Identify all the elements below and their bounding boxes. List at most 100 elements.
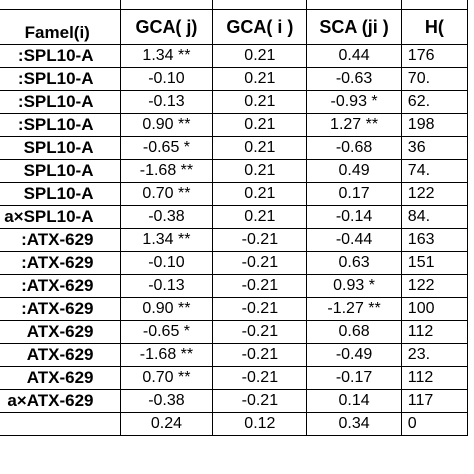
header-top-name-cell <box>0 0 121 10</box>
cell-sca: -0.63 <box>306 67 402 91</box>
header-top-h-cell <box>400 0 469 10</box>
cell-sca: 0.63 <box>306 251 402 275</box>
row-name-cell: :SPL10-A <box>0 90 121 114</box>
cell-h: 117 <box>400 389 469 413</box>
cell-sca: 0.93 * <box>306 274 402 298</box>
row-name: :ATX-629 <box>21 253 94 272</box>
header-top-row <box>0 0 469 10</box>
cell-gca-j: -0.10 <box>119 251 214 275</box>
cell-gca-i: 0.21 <box>212 159 308 183</box>
row-name: :SPL10-A <box>17 46 94 65</box>
cell-sca: -0.49 <box>306 343 402 367</box>
footer-cell-h: 0 <box>400 412 469 436</box>
table-row: :SPL10-A -0.13 0.21 -0.93 * 62. <box>0 90 469 114</box>
cell-sca: -0.17 <box>306 366 402 390</box>
row-name: :SPL10-A <box>17 92 94 111</box>
table-row: :ATX-629 1.34 ** -0.21 -0.44 163 <box>0 228 469 252</box>
cell-h: 151 <box>400 251 469 275</box>
cell-sca: 0.17 <box>306 182 402 206</box>
cell-h: 74. <box>400 159 469 183</box>
row-name: ATX-629 <box>26 322 94 341</box>
cell-sca: 0.68 <box>306 320 402 344</box>
row-name-cell: ATX-629 <box>0 343 121 367</box>
cell-gca-i: 0.21 <box>212 136 308 160</box>
row-name: SPL10-A <box>23 161 94 180</box>
table-row: SPL10-A -1.68 ** 0.21 0.49 74. <box>0 159 469 183</box>
row-name-cell: SPL10-A <box>0 182 121 206</box>
cell-sca: -0.68 <box>306 136 402 160</box>
row-name-cell: ATX-629 <box>0 320 121 344</box>
cell-gca-i: -0.21 <box>212 343 308 367</box>
row-name-cell: a×SPL10-A <box>0 205 121 229</box>
row-name-cell: :SPL10-A <box>0 44 121 68</box>
cell-gca-j: 1.34 ** <box>119 44 214 68</box>
cell-sca: -0.14 <box>306 205 402 229</box>
cell-h: 36 <box>400 136 469 160</box>
cell-h: 100 <box>400 297 469 321</box>
row-name: ATX-629 <box>26 368 94 387</box>
cell-gca-j: -0.38 <box>119 205 214 229</box>
combining-ability-table: Famel(i) GCA( j) GCA( i ) SCA (ji ) H( :… <box>0 0 469 436</box>
cell-h: 163 <box>400 228 469 252</box>
cell-gca-i: -0.21 <box>212 320 308 344</box>
cell-gca-i: 0.21 <box>212 67 308 91</box>
header-top-sca-cell <box>306 0 402 10</box>
cell-h: 176 <box>400 44 469 68</box>
footer-row: 0.24 0.12 0.34 0 <box>0 412 469 436</box>
cell-gca-j: 1.34 ** <box>119 228 214 252</box>
table-row: ATX-629 0.70 ** -0.21 -0.17 112 <box>0 366 469 390</box>
table-row: a×ATX-629 -0.38 -0.21 0.14 117 <box>0 389 469 413</box>
header-h: H( <box>400 9 469 45</box>
cell-gca-j: -0.65 * <box>119 320 214 344</box>
cell-gca-i: -0.21 <box>212 228 308 252</box>
row-name-cell: :SPL10-A <box>0 113 121 137</box>
cell-sca: 1.27 ** <box>306 113 402 137</box>
row-name-cell: :ATX-629 <box>0 251 121 275</box>
cell-h: 70. <box>400 67 469 91</box>
header-top-gca-j-cell <box>119 0 214 10</box>
cell-gca-i: 0.21 <box>212 44 308 68</box>
cell-gca-j: 0.90 ** <box>119 113 214 137</box>
cell-gca-j: -0.10 <box>119 67 214 91</box>
cell-gca-i: -0.21 <box>212 366 308 390</box>
header-sca: SCA (ji ) <box>306 9 402 45</box>
row-name: SPL10-A <box>23 138 94 157</box>
table-row: SPL10-A -0.65 * 0.21 -0.68 36 <box>0 136 469 160</box>
table-body: :SPL10-A 1.34 ** 0.21 0.44 176:SPL10-A -0.10 0… <box>0 44 469 436</box>
cell-gca-i: -0.21 <box>212 297 308 321</box>
row-name: a×SPL10-A <box>4 207 94 226</box>
cell-gca-i: 0.21 <box>212 182 308 206</box>
cell-gca-j: 0.70 ** <box>119 182 214 206</box>
row-name: :ATX-629 <box>21 299 94 318</box>
row-name: SPL10-A <box>23 184 94 203</box>
table-row: SPL10-A 0.70 ** 0.21 0.17 122 <box>0 182 469 206</box>
table-row: ATX-629 -0.65 * -0.21 0.68 112 <box>0 320 469 344</box>
table-row: :ATX-629 0.90 ** -0.21 -1.27 ** 100 <box>0 297 469 321</box>
row-name-cell: a×ATX-629 <box>0 389 121 413</box>
cell-sca: -1.27 ** <box>306 297 402 321</box>
header-row: Famel(i) GCA( j) GCA( i ) SCA (ji ) H( <box>0 9 469 45</box>
cell-gca-i: -0.21 <box>212 389 308 413</box>
table-row: :SPL10-A 0.90 ** 0.21 1.27 ** 198 <box>0 113 469 137</box>
row-name: :ATX-629 <box>21 230 94 249</box>
table-row: :ATX-629 -0.13 -0.21 0.93 * 122 <box>0 274 469 298</box>
cell-gca-j: -1.68 ** <box>119 159 214 183</box>
row-name-cell: :ATX-629 <box>0 297 121 321</box>
cell-sca: -0.93 * <box>306 90 402 114</box>
cell-gca-i: 0.21 <box>212 90 308 114</box>
row-name: a×ATX-629 <box>7 391 94 410</box>
cell-h: 122 <box>400 274 469 298</box>
row-name-cell: :SPL10-A <box>0 67 121 91</box>
row-name: :SPL10-A <box>17 115 94 134</box>
footer-cell-gca-i: 0.12 <box>212 412 308 436</box>
footer-name-cell <box>0 412 121 436</box>
header-gca-i: GCA( i ) <box>212 9 308 45</box>
footer-cell-gca-j: 0.24 <box>119 412 214 436</box>
cell-gca-j: 0.90 ** <box>119 297 214 321</box>
footer-cell-sca: 0.34 <box>306 412 402 436</box>
row-name-cell: :ATX-629 <box>0 228 121 252</box>
cell-gca-j: -0.38 <box>119 389 214 413</box>
cell-sca: 0.49 <box>306 159 402 183</box>
row-name: :ATX-629 <box>21 276 94 295</box>
